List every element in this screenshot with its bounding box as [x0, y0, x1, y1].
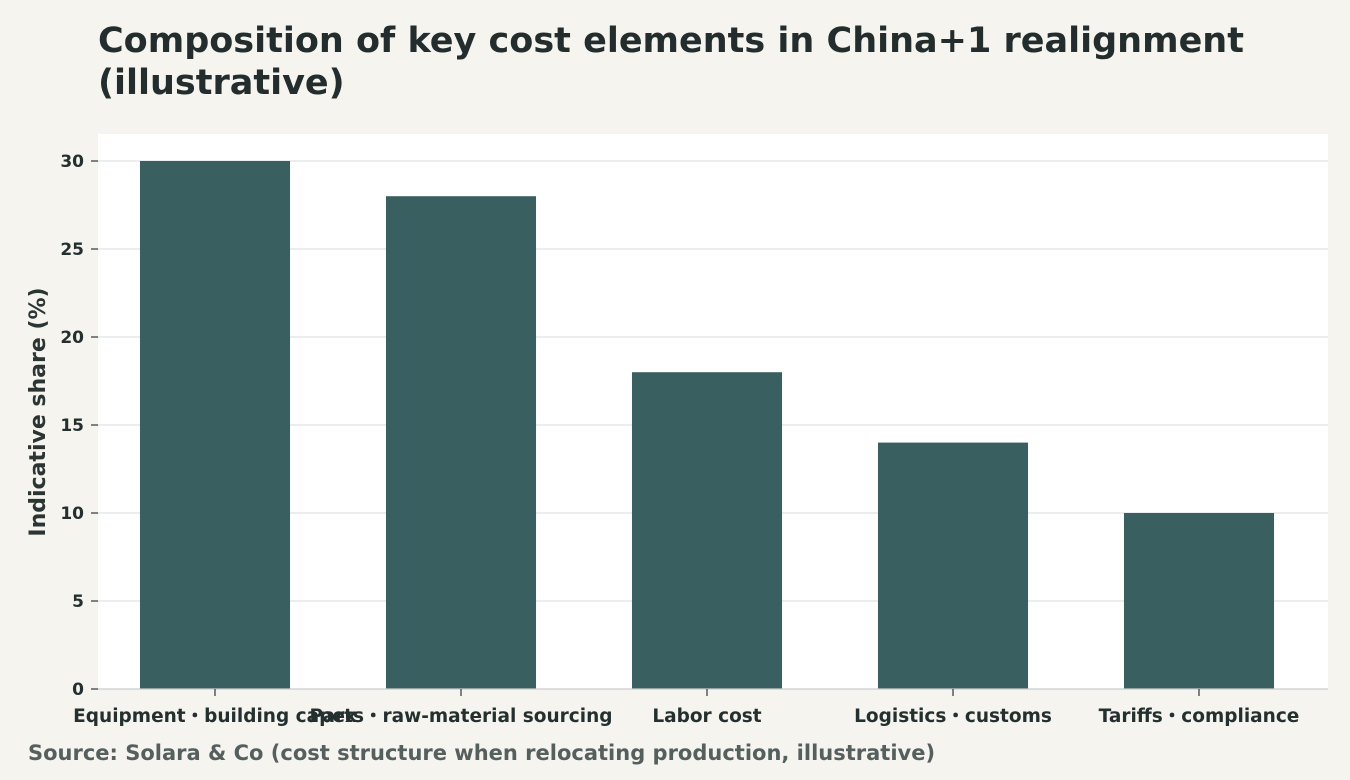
bars	[139, 161, 1275, 689]
bar	[631, 372, 783, 689]
x-tick-label: Equipment・building capex	[73, 706, 357, 727]
y-axis-label: Indicative share (%)	[26, 287, 51, 536]
bar	[139, 161, 291, 689]
bar	[1123, 513, 1275, 689]
gridlines	[98, 160, 1328, 602]
y-tick-label: 5	[72, 592, 84, 612]
y-tick-label: 0	[72, 680, 84, 700]
x-axis-ticks: Equipment・building capexParts・raw-materi…	[73, 689, 1299, 727]
x-tick-label: Parts・raw-material sourcing	[309, 706, 612, 727]
y-tick-label: 20	[60, 328, 84, 348]
y-tick-label: 15	[60, 416, 84, 436]
chart-title: Composition of key cost elements in Chin…	[98, 21, 1244, 103]
bar	[385, 196, 537, 689]
y-tick-label: 25	[60, 240, 84, 260]
y-tick-label: 30	[60, 152, 84, 172]
x-tick-label: Logistics・customs	[854, 706, 1052, 727]
y-tick-label: 10	[60, 504, 84, 524]
y-axis-ticks: 0 5 10 15 20 25 30	[60, 152, 98, 700]
source-note: Source: Solara & Co (cost structure when…	[28, 741, 936, 765]
x-tick-label: Labor cost	[652, 706, 761, 727]
bar	[877, 442, 1029, 689]
x-tick-label: Tariffs・compliance	[1099, 706, 1300, 727]
